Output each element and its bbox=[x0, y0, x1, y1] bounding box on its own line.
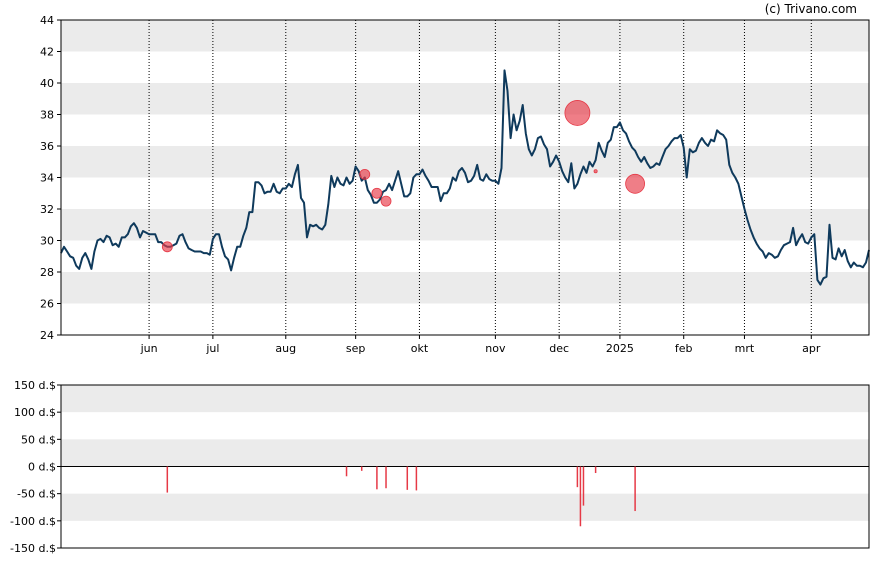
volume-y-tick-label: 100 d.$ bbox=[14, 406, 56, 419]
price-x-tick-label: dec bbox=[549, 342, 569, 355]
price-line bbox=[60, 69, 870, 286]
volume-y-axis-ticks: 150 d.$ 100 d.$ 50 d.$ 0 d.$ -50 d.$ -100 d.$… bbox=[10, 379, 61, 555]
price-x-tick-label: nov bbox=[485, 342, 506, 355]
volume-y-tick-label: -150 d.$ bbox=[10, 542, 56, 555]
price-y-tick-label: 24 bbox=[40, 329, 54, 342]
price-marker bbox=[380, 195, 392, 207]
price-band bbox=[61, 272, 869, 304]
price-y-tick-label: 44 bbox=[40, 14, 54, 27]
price-bands bbox=[61, 20, 869, 304]
price-x-axis-ticks: jun jul aug sep okt nov dec 2025 feb mrt apr bbox=[140, 335, 821, 355]
price-y-tick-label: 42 bbox=[40, 46, 54, 59]
volume-bars bbox=[166, 466, 636, 527]
volume-y-tick-label: 0 d.$ bbox=[28, 461, 56, 474]
price-series bbox=[60, 69, 870, 286]
price-marker bbox=[593, 169, 598, 174]
price-marker bbox=[359, 168, 371, 180]
price-x-tick-label: jul bbox=[205, 342, 219, 355]
price-y-tick-label: 38 bbox=[40, 109, 54, 122]
price-band bbox=[61, 209, 869, 241]
price-x-tick-label: feb bbox=[675, 342, 693, 355]
volume-band bbox=[61, 385, 869, 413]
price-y-tick-label: 26 bbox=[40, 298, 54, 311]
price-plot-frame bbox=[60, 19, 870, 336]
price-y-tick-label: 28 bbox=[40, 266, 54, 279]
price-marker bbox=[161, 241, 173, 253]
volume-plot-frame bbox=[60, 384, 870, 549]
price-y-tick-label: 40 bbox=[40, 77, 54, 90]
price-y-tick-label: 36 bbox=[40, 140, 54, 153]
price-x-tick-label: 2025 bbox=[606, 342, 634, 355]
price-marker bbox=[564, 100, 591, 126]
volume-band bbox=[61, 439, 869, 467]
price-band bbox=[61, 20, 869, 52]
price-y-tick-label: 32 bbox=[40, 203, 54, 216]
price-x-tick-label: sep bbox=[346, 342, 365, 355]
price-x-tick-label: mrt bbox=[735, 342, 755, 355]
price-chart: 24 26 28 30 32 34 36 38 40 42 44 jun jul aug sep okt no… bbox=[40, 14, 870, 355]
volume-y-tick-label: 50 d.$ bbox=[21, 433, 56, 446]
volume-y-tick-label: 150 d.$ bbox=[14, 379, 56, 392]
price-x-tick-label: aug bbox=[275, 342, 296, 355]
price-y-axis-ticks: 24 26 28 30 32 34 36 38 40 42 44 bbox=[40, 14, 61, 342]
price-y-tick-label: 30 bbox=[40, 235, 54, 248]
credit-text: (c) Trivano.com bbox=[765, 2, 857, 16]
price-band bbox=[61, 83, 869, 115]
price-marker bbox=[371, 187, 383, 199]
volume-band bbox=[61, 493, 869, 521]
volume-bands bbox=[61, 385, 869, 521]
volume-chart: 150 d.$ 100 d.$ 50 d.$ 0 d.$ -50 d.$ -100 d.$… bbox=[10, 379, 870, 555]
volume-y-tick-label: -100 d.$ bbox=[10, 515, 56, 528]
price-x-tick-label: apr bbox=[802, 342, 821, 355]
volume-y-tick-label: -50 d.$ bbox=[17, 488, 56, 501]
price-x-tick-label: jun bbox=[140, 342, 158, 355]
price-marker bbox=[625, 173, 646, 194]
price-y-tick-label: 34 bbox=[40, 172, 54, 185]
price-x-tick-label: okt bbox=[411, 342, 429, 355]
price-markers bbox=[161, 100, 646, 253]
